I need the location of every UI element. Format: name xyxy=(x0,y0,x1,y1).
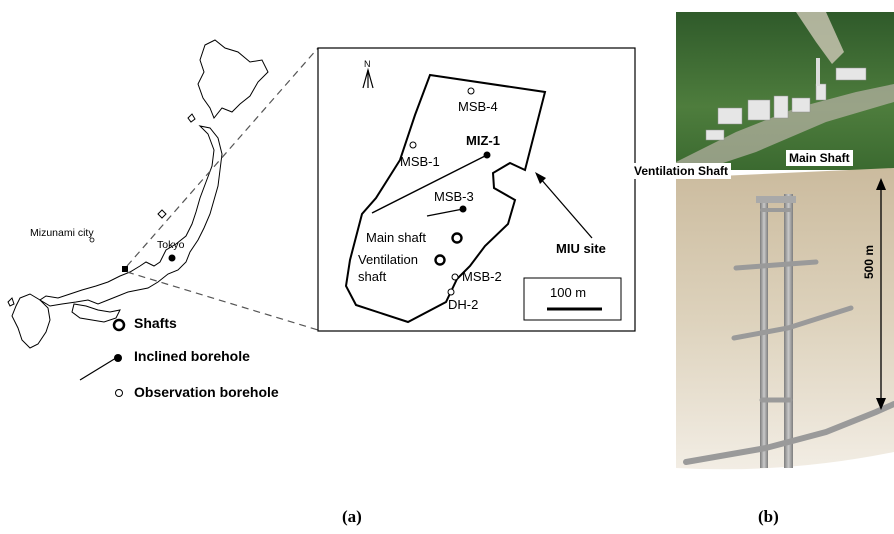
panel-b-label: (b) xyxy=(758,507,779,526)
north-label: N xyxy=(364,59,371,69)
facility-buildings xyxy=(705,67,867,141)
ventilation-shaft-photo-label: Ventilation Shaft xyxy=(631,163,732,179)
legend-observation-symbol xyxy=(115,389,123,397)
north-arrow-icon xyxy=(362,67,374,89)
depth-arrow xyxy=(876,178,886,410)
projection-line-top xyxy=(126,47,319,267)
aerial-photo xyxy=(676,12,894,170)
main-shaft-marker xyxy=(451,232,463,244)
inclined-borehole-msb3-track xyxy=(426,208,464,217)
mizunami-city-label: Mizunami city xyxy=(30,227,94,239)
main-shaft-photo-label: Main Shaft xyxy=(786,150,853,166)
mizunami-city-dot xyxy=(89,237,95,243)
legend-inclined-label: Inclined borehole xyxy=(134,348,250,364)
location-projection xyxy=(89,47,319,331)
shaft-illustration xyxy=(676,12,894,470)
main-shaft-pipe xyxy=(784,194,793,468)
depth-label: 500 m xyxy=(862,244,877,280)
msb4-label: MSB-4 xyxy=(458,99,498,114)
observation-borehole-msb2 xyxy=(451,273,459,281)
legend-inclined-line xyxy=(79,357,117,381)
msb3-label: MSB-3 xyxy=(434,189,474,204)
observation-borehole-dh2 xyxy=(447,288,455,296)
inclined-borehole-miz1 xyxy=(483,151,491,159)
legend-shaft-symbol xyxy=(112,318,126,332)
legend-observation-label: Observation borehole xyxy=(134,384,279,400)
miu-site-label: MIU site xyxy=(556,241,606,256)
inclined-borehole-miz1-track xyxy=(371,154,488,214)
inclined-borehole-msb3 xyxy=(459,205,467,213)
japan-outline xyxy=(7,39,269,349)
observation-borehole-msb4 xyxy=(467,87,475,95)
dh2-label: DH-2 xyxy=(448,297,478,312)
msb2-label: MSB-2 xyxy=(462,269,502,284)
observation-borehole-msb1 xyxy=(409,141,417,149)
panel-a-label: (a) xyxy=(342,507,362,526)
ventilation-shaft-label-2: shaft xyxy=(358,269,387,284)
projection-line-bottom xyxy=(126,271,319,331)
galleries xyxy=(683,208,894,465)
main-shaft-label: Main shaft xyxy=(366,230,426,245)
legend-inclined-symbol xyxy=(114,354,122,362)
msb1-label: MSB-1 xyxy=(400,154,440,169)
ventilation-shaft-label-1: Ventilation xyxy=(358,252,418,267)
miu-site-arrow xyxy=(535,172,593,239)
legend-shafts-label: Shafts xyxy=(134,315,177,331)
scale-label: 100 m xyxy=(550,285,586,300)
mizunami-marker xyxy=(122,266,128,272)
tokyo-dot xyxy=(168,254,176,262)
miz1-label: MIZ-1 xyxy=(466,133,500,148)
tokyo-label: Tokyo xyxy=(157,239,185,251)
ventilation-shaft-marker xyxy=(434,254,446,266)
scale-box xyxy=(523,277,622,321)
